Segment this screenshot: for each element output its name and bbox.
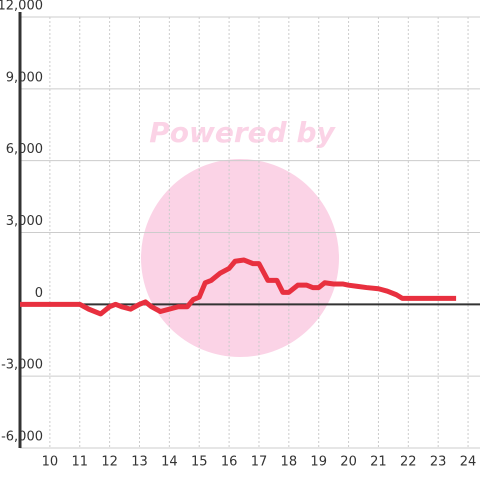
x-tick-label: 24 bbox=[460, 455, 477, 470]
x-tick-label: 23 bbox=[430, 455, 447, 470]
x-tick-label: 12 bbox=[101, 455, 118, 470]
x-tick-label: 19 bbox=[310, 455, 327, 470]
y-tick-label: -3,000 bbox=[1, 358, 43, 373]
y-tick-label: -6,000 bbox=[1, 430, 43, 445]
line bbox=[20, 257, 457, 317]
y-tick-label: 9,000 bbox=[6, 70, 43, 85]
x-tick-label: 10 bbox=[42, 455, 59, 470]
x-tick-label: 20 bbox=[340, 455, 357, 470]
watermark-circle bbox=[141, 159, 339, 357]
y-tick-label: 12,000 bbox=[0, 0, 43, 14]
y-tick-label: 6,000 bbox=[6, 142, 43, 157]
x-tick-label: 21 bbox=[370, 455, 387, 470]
x-tick-label: 11 bbox=[71, 455, 88, 470]
x-tick-label: 16 bbox=[221, 455, 238, 470]
y-tick-label: 0 bbox=[35, 286, 43, 301]
x-tick-label: 15 bbox=[191, 455, 208, 470]
watermark-text: Powered by bbox=[149, 116, 336, 149]
x-tick-label: 14 bbox=[161, 455, 178, 470]
x-tick-label: 18 bbox=[281, 455, 298, 470]
x-tick-label: 17 bbox=[251, 455, 268, 470]
x-tick-label: 13 bbox=[131, 455, 148, 470]
y-tick-label: 3,000 bbox=[6, 214, 43, 229]
x-tick-label: 22 bbox=[400, 455, 417, 470]
